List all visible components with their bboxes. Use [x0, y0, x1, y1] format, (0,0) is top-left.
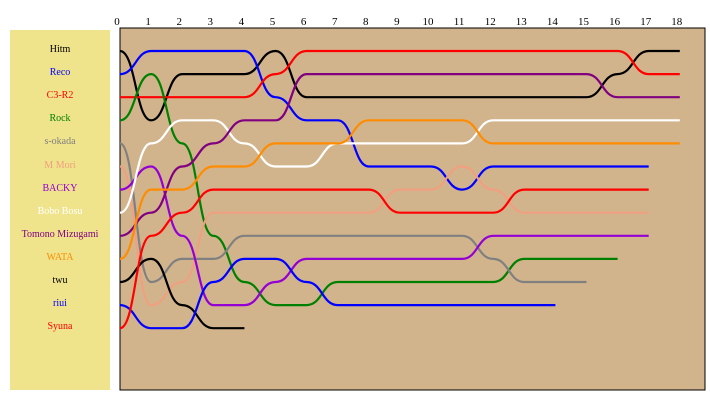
legend-item: M Mori: [44, 159, 76, 171]
plot-area: [119, 27, 706, 391]
x-tick-label: 9: [394, 16, 400, 28]
x-tick-label: 10: [423, 16, 435, 28]
x-tick-label: 7: [332, 16, 338, 28]
legend-item: Rock: [49, 113, 71, 125]
series-line: [119, 119, 680, 214]
x-tick-label: 12: [485, 16, 496, 28]
x-tick-label: 2: [176, 16, 182, 28]
series-line: [119, 49, 680, 99]
series-line: [119, 49, 649, 191]
legend-item: WATA: [46, 251, 74, 263]
x-tick-label: 5: [270, 16, 276, 28]
x-tick-label: 18: [671, 16, 683, 28]
x-tick-label: 15: [578, 16, 590, 28]
series-line: [119, 257, 556, 330]
series-line: [119, 119, 680, 260]
legend-item: Tomono Mizugami: [21, 228, 99, 240]
legend-item: riui: [53, 298, 67, 310]
series-line: [119, 165, 649, 307]
legend-item: BACKY: [42, 182, 78, 194]
series-line: [119, 165, 649, 307]
series-line: [119, 257, 245, 330]
x-tick-label: 16: [609, 16, 621, 28]
legend-item: Bobo Bosu: [37, 205, 83, 217]
x-tick-label: 17: [640, 16, 652, 28]
x-tick-label: 11: [454, 16, 465, 28]
series-line: [119, 73, 680, 237]
legend: Hitm Reco C3-R2 Rock s-okada M Mori BACKY Bobo …: [10, 30, 110, 390]
series-line: [119, 49, 680, 122]
legend-item: s-okada: [44, 136, 76, 148]
x-tick-label: 8: [363, 16, 369, 28]
legend-item: Reco: [49, 67, 71, 79]
series-line: [119, 73, 618, 307]
x-tick-label: 1: [145, 16, 151, 28]
x-tick-label: 6: [301, 16, 307, 28]
legend-item: C3-R2: [46, 90, 74, 102]
legend-item: Hitm: [49, 44, 71, 55]
x-tick-label: 14: [547, 16, 559, 28]
legend-item: Syuna: [47, 321, 73, 333]
x-tick-label: 13: [516, 16, 528, 28]
legend-item: twu: [52, 275, 68, 286]
x-tick-label: 4: [239, 16, 245, 28]
x-tick-label: 3: [208, 16, 214, 28]
series-line: [119, 142, 587, 284]
series-line: [119, 188, 649, 330]
x-tick-label: 0: [114, 16, 120, 28]
